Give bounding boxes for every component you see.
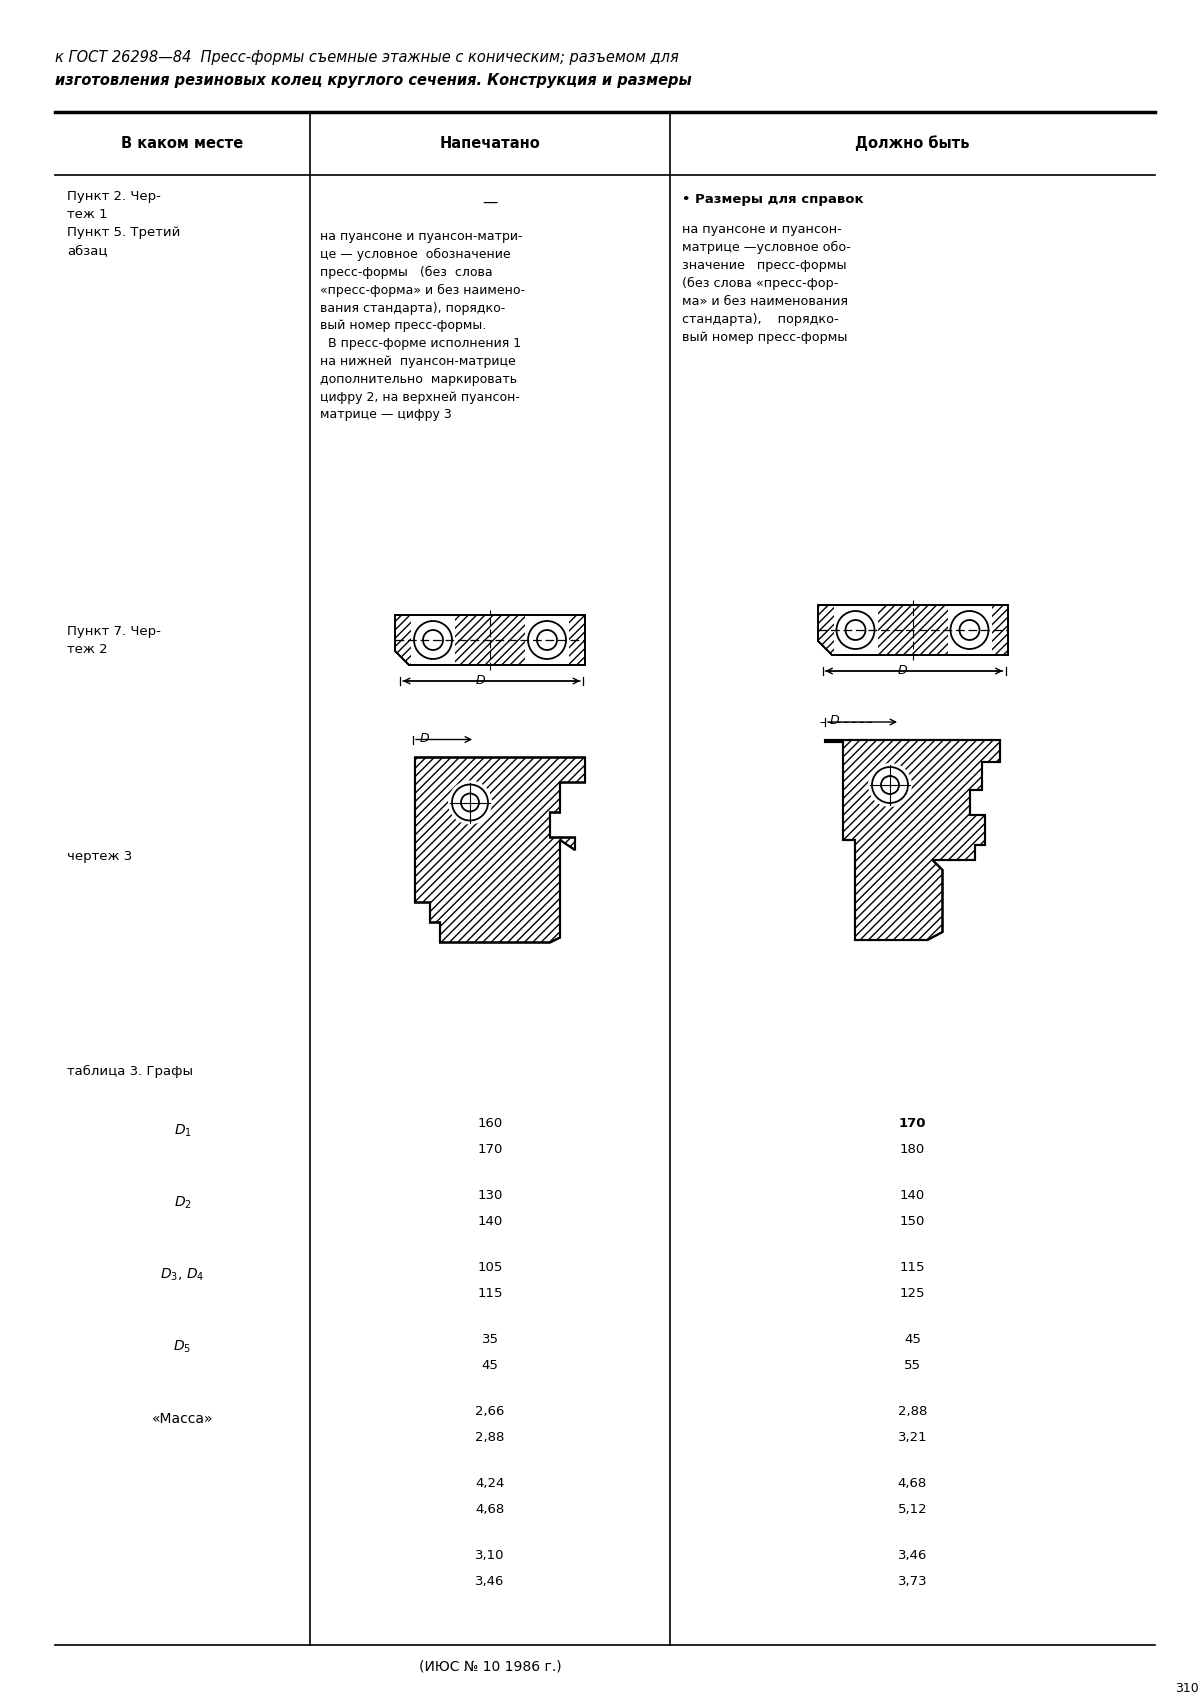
Text: 2,88: 2,88 — [898, 1405, 928, 1419]
Circle shape — [950, 611, 989, 648]
Text: 150: 150 — [900, 1215, 925, 1229]
Text: на пуансоне и пуансон-
матрице —условное обо-
значение   пресс-формы
(без слова : на пуансоне и пуансон- матрице —условное… — [682, 222, 851, 344]
Text: 170: 170 — [899, 1117, 926, 1130]
Text: $D_5$: $D_5$ — [174, 1339, 192, 1356]
Circle shape — [414, 621, 452, 658]
Circle shape — [448, 781, 492, 825]
Polygon shape — [415, 757, 586, 942]
Text: изготовления резиновых колец круглого сечения. Конструкция и размеры: изготовления резиновых колец круглого се… — [55, 73, 691, 88]
Text: 55: 55 — [904, 1359, 922, 1371]
Circle shape — [960, 619, 979, 640]
Text: 2,66: 2,66 — [475, 1405, 505, 1419]
Text: 4,24: 4,24 — [475, 1476, 505, 1490]
Text: • Размеры для справок: • Размеры для справок — [682, 193, 864, 205]
Text: В каком месте: В каком месте — [121, 136, 244, 151]
Text: 3,46: 3,46 — [475, 1575, 505, 1588]
Bar — [410, 616, 455, 664]
Text: 140: 140 — [900, 1190, 925, 1201]
Text: на пуансоне и пуансон-матри-
це — условное  обозначение
пресс-формы   (без  слов: на пуансоне и пуансон-матри- це — условн… — [320, 231, 526, 421]
Text: 35: 35 — [481, 1334, 498, 1346]
Text: $D_3$, $D_4$: $D_3$, $D_4$ — [161, 1266, 205, 1283]
Text: 2,88: 2,88 — [475, 1431, 505, 1444]
Circle shape — [881, 776, 899, 794]
Text: 180: 180 — [900, 1144, 925, 1156]
Text: 4,68: 4,68 — [475, 1504, 505, 1515]
Text: D: D — [420, 731, 430, 745]
Circle shape — [872, 767, 908, 803]
Bar — [948, 606, 991, 653]
Circle shape — [846, 619, 865, 640]
Text: Напечатано: Напечатано — [439, 136, 540, 151]
Circle shape — [528, 621, 566, 658]
Text: $D_2$: $D_2$ — [174, 1195, 192, 1212]
Text: 45: 45 — [481, 1359, 498, 1371]
Text: 3,73: 3,73 — [898, 1575, 928, 1588]
Text: 5,12: 5,12 — [898, 1504, 928, 1515]
Circle shape — [538, 630, 557, 650]
Text: 115: 115 — [900, 1261, 925, 1274]
Text: 115: 115 — [478, 1286, 503, 1300]
Text: 130: 130 — [478, 1190, 503, 1201]
Text: Пункт 7. Чер-
теж 2: Пункт 7. Чер- теж 2 — [67, 624, 161, 657]
Text: 140: 140 — [478, 1215, 503, 1229]
Text: 160: 160 — [478, 1117, 503, 1130]
Polygon shape — [826, 740, 1000, 940]
Text: к ГОСТ 26298—84  Пресс-формы съемные этажные с коническим; разъемом для: к ГОСТ 26298—84 Пресс-формы съемные этаж… — [55, 49, 679, 64]
Text: «Масса»: «Масса» — [151, 1412, 214, 1425]
Text: D: D — [898, 664, 907, 677]
Text: 3,21: 3,21 — [898, 1431, 928, 1444]
Text: 170: 170 — [478, 1144, 503, 1156]
Text: 45: 45 — [904, 1334, 920, 1346]
Text: (ИЮС № 10 1986 г.): (ИЮС № 10 1986 г.) — [419, 1660, 562, 1673]
Text: чертеж 3: чертеж 3 — [67, 850, 132, 864]
Text: 125: 125 — [900, 1286, 925, 1300]
Text: D: D — [475, 674, 485, 687]
Bar — [834, 606, 877, 653]
Text: Должно быть: Должно быть — [856, 136, 970, 151]
Polygon shape — [817, 606, 1008, 655]
Polygon shape — [395, 614, 586, 665]
Circle shape — [836, 611, 875, 648]
Text: —: — — [482, 195, 498, 210]
Text: 3,10: 3,10 — [475, 1549, 505, 1561]
Circle shape — [452, 784, 488, 821]
Bar — [526, 616, 569, 664]
Circle shape — [424, 630, 443, 650]
Circle shape — [461, 794, 479, 811]
Text: $D_1$: $D_1$ — [174, 1123, 192, 1139]
Text: 3,46: 3,46 — [898, 1549, 928, 1561]
Text: 310: 310 — [1175, 1682, 1199, 1695]
Circle shape — [868, 764, 912, 808]
Text: 105: 105 — [478, 1261, 503, 1274]
Text: таблица 3. Графы: таблица 3. Графы — [67, 1066, 193, 1078]
Text: 4,68: 4,68 — [898, 1476, 928, 1490]
Text: D: D — [830, 714, 840, 728]
Text: Пункт 2. Чер-
теж 1
Пункт 5. Третий
абзац: Пункт 2. Чер- теж 1 Пункт 5. Третий абза… — [67, 190, 180, 256]
